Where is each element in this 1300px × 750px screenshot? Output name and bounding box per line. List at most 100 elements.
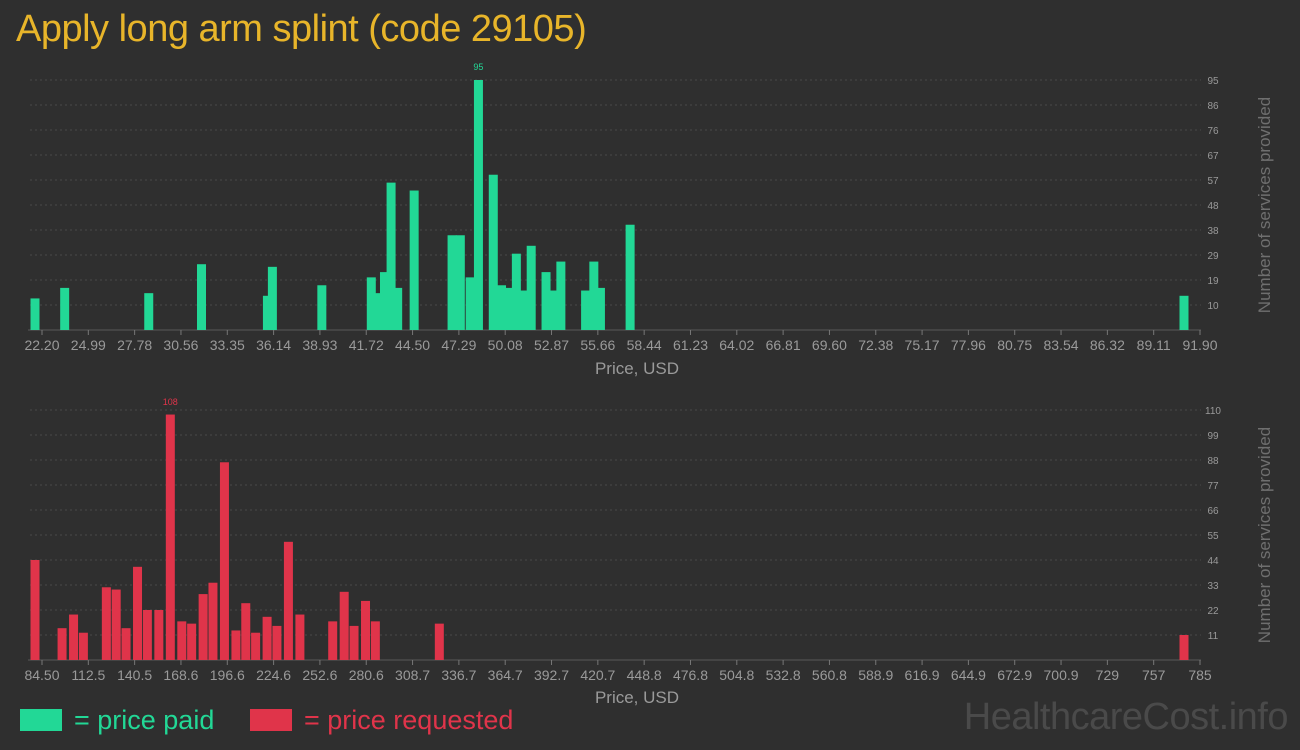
requested-bar <box>198 594 208 660</box>
x-tick-label: 476.8 <box>673 667 708 683</box>
x-tick-label: 22.20 <box>24 337 59 353</box>
x-tick-label: 86.32 <box>1090 337 1125 353</box>
requested-bar <box>349 625 359 660</box>
x-tick-label: 196.6 <box>210 667 245 683</box>
x-tick-label: 785 <box>1188 667 1212 683</box>
y-tick-label: 99 <box>1207 431 1219 442</box>
paid-chart: 95 86 76 67 57 48 38 29 19 10 22.20 24.99 27.78 30.56… <box>24 62 1274 378</box>
x-tick-label: 672.9 <box>997 667 1032 683</box>
requested-bar <box>283 541 293 660</box>
requested-bar <box>111 589 121 660</box>
x-tick-label: 729 <box>1096 667 1120 683</box>
paid-bar <box>465 277 475 330</box>
y-tick-label: 55 <box>1207 531 1219 542</box>
y-tick-label: 95 <box>1207 76 1219 87</box>
paid-bar <box>366 277 376 330</box>
requested-bar <box>101 587 111 660</box>
requested-bar <box>78 632 88 660</box>
paid-bar <box>505 287 515 330</box>
y-tick-label: 29 <box>1207 251 1219 262</box>
requested-bar <box>328 621 338 660</box>
x-axis-label: Price, USD <box>595 359 679 378</box>
paid-bar <box>196 264 206 330</box>
requested-bar <box>262 616 272 660</box>
paid-bar <box>455 235 465 330</box>
paid-bar <box>60 287 70 330</box>
x-tick-label: 588.9 <box>858 667 893 683</box>
paid-bar <box>144 293 154 330</box>
y-tick-label: 38 <box>1207 226 1219 237</box>
legend-paid-label: = price paid <box>74 704 215 735</box>
max-value-label: 95 <box>473 62 483 72</box>
legend-requested-label: = price requested <box>304 704 514 735</box>
y-tick-label: 86 <box>1207 101 1219 112</box>
x-tick-label: 336.7 <box>441 667 476 683</box>
paid-bar <box>386 182 396 330</box>
requested-bar <box>339 591 349 660</box>
y-tick-label: 48 <box>1207 201 1219 212</box>
y-tick-label: 10 <box>1207 301 1219 312</box>
paid-bar <box>541 272 551 330</box>
x-tick-label: 47.29 <box>441 337 476 353</box>
paid-bar <box>526 245 536 330</box>
x-tick-label: 69.60 <box>812 337 847 353</box>
paid-bar <box>30 298 40 330</box>
x-tick-label: 448.8 <box>627 667 662 683</box>
x-tick-label: 33.35 <box>210 337 245 353</box>
max-value-label: 108 <box>163 397 178 407</box>
paid-bar <box>581 290 591 330</box>
x-tick-label: 392.7 <box>534 667 569 683</box>
requested-bar <box>69 614 79 660</box>
x-tick-label: 61.23 <box>673 337 708 353</box>
x-tick-label: 280.6 <box>349 667 384 683</box>
y-tick-label: 67 <box>1207 151 1219 162</box>
y-tick-label: 19 <box>1207 276 1219 287</box>
x-tick-label: 644.9 <box>951 667 986 683</box>
y-tick-label: 33 <box>1207 581 1219 592</box>
y-tick-label: 76 <box>1207 126 1219 137</box>
paid-bar <box>595 287 605 330</box>
x-tick-label: 84.50 <box>24 667 59 683</box>
paid-bar <box>488 174 498 330</box>
y-tick-label: 57 <box>1207 176 1219 187</box>
paid-bar <box>1179 295 1189 330</box>
paid-bar <box>511 253 521 330</box>
x-tick-label: 52.87 <box>534 337 569 353</box>
requested-bar <box>133 566 143 660</box>
x-tick-label: 24.99 <box>71 337 106 353</box>
requested-bar <box>154 610 164 660</box>
x-tick-label: 560.8 <box>812 667 847 683</box>
paid-bar <box>262 295 272 330</box>
x-tick-label: 364.7 <box>488 667 523 683</box>
legend-paid-swatch <box>20 709 62 731</box>
x-tick-label: 112.5 <box>71 667 105 683</box>
requested-bar <box>434 623 444 660</box>
watermark: HealthcareCost.info <box>963 696 1289 738</box>
requested-bar <box>370 621 380 660</box>
paid-bar <box>548 290 558 330</box>
x-tick-label: 38.93 <box>302 337 337 353</box>
legend-requested-swatch <box>250 709 292 731</box>
x-tick-label: 83.54 <box>1044 337 1079 353</box>
y-axis-label: Number of services provided <box>1255 427 1274 643</box>
y-tick-label: 66 <box>1207 506 1219 517</box>
y-tick-label: 110 <box>1205 406 1221 417</box>
legend-price-requested: = price requested <box>250 702 513 738</box>
requested-bar <box>272 625 282 660</box>
x-tick-label: 224.6 <box>256 667 291 683</box>
requested-chart: 110 99 88 77 66 55 44 33 22 11 84.50 112.5 140.5 168.… <box>24 397 1274 707</box>
requested-bar <box>1179 635 1189 660</box>
x-tick-label: 64.02 <box>719 337 754 353</box>
paid-bar <box>520 290 530 330</box>
x-tick-label: 504.8 <box>719 667 754 683</box>
x-tick-label: 168.6 <box>163 667 198 683</box>
y-tick-label: 88 <box>1207 456 1219 467</box>
x-tick-label: 700.9 <box>1044 667 1079 683</box>
requested-bar <box>295 614 305 660</box>
x-tick-label: 252.6 <box>302 667 337 683</box>
requested-bar <box>231 630 241 660</box>
x-axis-label: Price, USD <box>595 688 679 707</box>
x-tick-label: 72.38 <box>858 337 893 353</box>
page-title: Apply long arm splint (code 29105) <box>16 8 587 50</box>
